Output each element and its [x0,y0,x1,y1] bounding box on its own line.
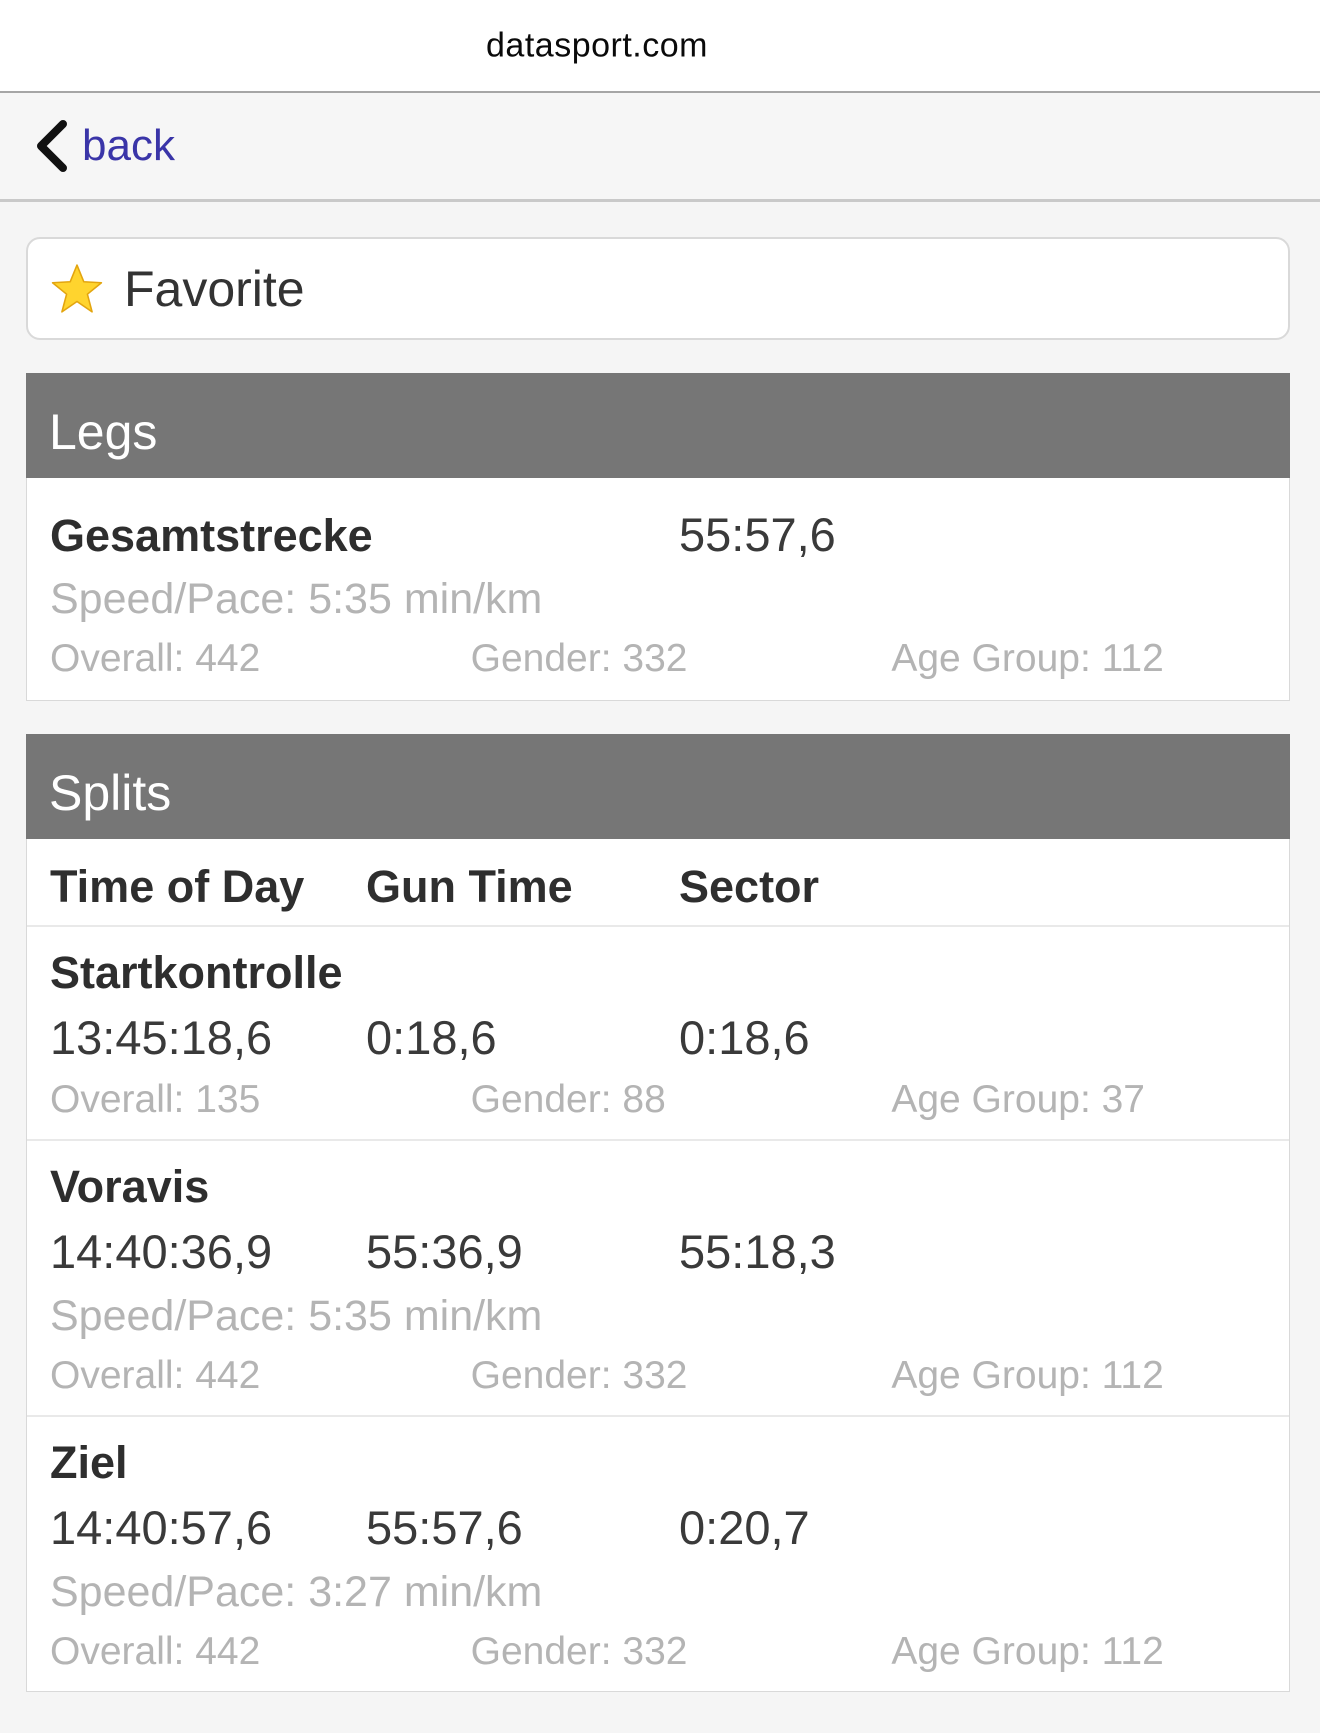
split-sector: 0:18,6 [679,1011,810,1064]
favorite-label: Favorite [124,260,305,317]
split-agegroup-rank: Age Group: 112 [891,1354,1164,1397]
navigation-bar: back [0,93,1320,202]
legs-section-header: Legs [26,373,1290,478]
leg-rank-row: Overall: 442 Gender: 332 Age Group: 112 [27,636,1289,682]
split-name: Startkontrolle [50,947,343,998]
back-button[interactable]: back [34,120,175,172]
split-agegroup-rank: Age Group: 37 [891,1078,1145,1121]
leg-pace: Speed/Pace: 5:35 min/km [50,575,543,623]
leg-name: Gesamtstrecke [50,510,373,561]
legs-row: Gesamtstrecke 55:57,6 [50,508,1266,562]
split-pace: Speed/Pace: 5:35 min/km [50,1292,543,1340]
legs-card: Gesamtstrecke 55:57,6 Speed/Pace: 5:35 m… [26,478,1290,701]
split-overall-rank: Overall: 442 [50,1354,261,1397]
split-name: Ziel [50,1437,128,1488]
splits-section-header: Splits [26,734,1290,839]
splits-rows: Startkontrolle 13:45:18,6 0:18,6 0:18,6 … [27,927,1289,1691]
split-time-of-day: 14:40:36,9 [50,1225,273,1278]
split-agegroup-rank: Age Group: 112 [891,1630,1164,1673]
split-row: Startkontrolle 13:45:18,6 0:18,6 0:18,6 … [27,927,1289,1141]
results-page: Favorite Legs Gesamtstrecke 55:57,6 Spee… [0,202,1320,1692]
split-sector: 0:20,7 [679,1501,810,1554]
leg-gender-rank: Gender: 332 [470,637,688,680]
chevron-left-icon [37,120,67,172]
split-times: 14:40:36,9 55:36,9 55:18,3 [50,1225,1266,1279]
legs-section: Legs Gesamtstrecke 55:57,6 Speed/Pace: 5… [26,373,1290,701]
split-times: 13:45:18,6 0:18,6 0:18,6 [50,1011,1266,1065]
split-times: 14:40:57,6 55:57,6 0:20,7 [50,1501,1266,1555]
leg-agegroup-rank: Age Group: 112 [891,637,1164,680]
favorite-toggle[interactable]: Favorite [26,237,1290,340]
star-icon [51,263,103,313]
split-gun-time: 55:36,9 [366,1225,523,1278]
split-name: Voravis [50,1161,210,1212]
split-time-of-day: 13:45:18,6 [50,1011,273,1064]
split-gun-time: 55:57,6 [366,1501,523,1554]
split-overall-rank: Overall: 135 [50,1078,261,1121]
split-gun-time: 0:18,6 [366,1011,497,1064]
leg-overall-rank: Overall: 442 [50,637,261,680]
splits-section: Splits Time of Day Gun Time Sector Start… [26,734,1290,1692]
splits-card: Time of Day Gun Time Sector Startkontrol… [26,839,1290,1692]
split-gender-rank: Gender: 88 [470,1078,666,1121]
split-time-of-day: 14:40:57,6 [50,1501,273,1554]
column-header-time-of-day: Time of Day [50,861,305,912]
leg-total-time: 55:57,6 [679,508,836,561]
splits-column-headers: Time of Day Gun Time Sector [27,839,1289,927]
split-sector: 55:18,3 [679,1225,836,1278]
split-row: Ziel 14:40:57,6 55:57,6 0:20,7 Speed/Pac… [27,1417,1289,1691]
split-rank-row: Overall: 442 Gender: 332 Age Group: 112 [27,1353,1289,1399]
split-pace: Speed/Pace: 3:27 min/km [50,1568,543,1616]
page-url-title: datasport.com [486,26,708,64]
split-rank-row: Overall: 135 Gender: 88 Age Group: 37 [27,1077,1289,1123]
column-header-sector: Sector [679,861,820,912]
browser-top-bar: datasport.com [0,0,1320,93]
back-label: back [82,121,175,170]
split-row: Voravis 14:40:36,9 55:36,9 55:18,3 Speed… [27,1141,1289,1417]
split-overall-rank: Overall: 442 [50,1630,261,1673]
column-header-gun-time: Gun Time [366,861,573,912]
split-gender-rank: Gender: 332 [470,1354,688,1397]
split-gender-rank: Gender: 332 [470,1630,688,1673]
split-rank-row: Overall: 442 Gender: 332 Age Group: 112 [27,1629,1289,1675]
